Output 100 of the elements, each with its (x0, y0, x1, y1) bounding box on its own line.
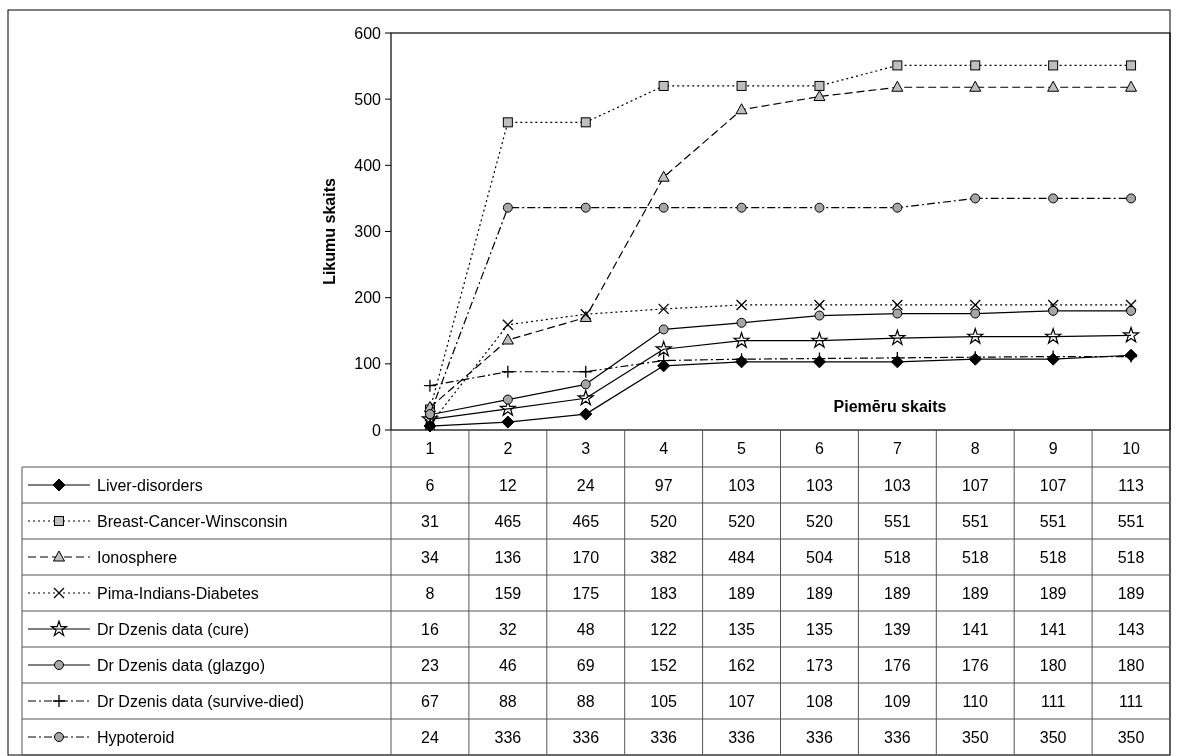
data-label: 24 (421, 728, 439, 746)
data-label: 141 (961, 620, 989, 638)
data-label: 518 (961, 548, 989, 566)
data-label: 103 (728, 476, 755, 494)
x-tick-label: 7 (892, 440, 902, 458)
data-label: 97 (654, 476, 673, 494)
y-tick-label: 100 (354, 355, 382, 373)
data-label: 189 (728, 584, 755, 602)
x-tick-label: 5 (737, 440, 747, 458)
data-label: 108 (806, 692, 833, 710)
data-label: 48 (576, 620, 595, 638)
data-label: 183 (650, 584, 678, 602)
y-tick-label: 500 (354, 90, 382, 108)
y-tick-label: 300 (354, 223, 382, 241)
data-label: 189 (961, 584, 989, 602)
x-tick-label: 6 (815, 440, 824, 458)
y-tick-label: 200 (354, 289, 382, 307)
y-axis-title: Likumu skaits (321, 178, 338, 285)
legend-label: Dr Dzenis data (cure) (97, 620, 250, 638)
y-tick-label: 600 (354, 24, 382, 42)
data-label: 336 (572, 728, 600, 746)
x-tick-label: 8 (970, 440, 980, 458)
x-tick-label: 10 (1122, 440, 1141, 458)
data-label: 336 (806, 728, 833, 746)
data-label: 141 (1039, 620, 1067, 638)
legend-label: Ionosphere (97, 548, 178, 566)
data-label: 139 (884, 620, 911, 638)
data-label: 382 (650, 548, 678, 566)
data-label: 189 (884, 584, 911, 602)
data-label: 518 (884, 548, 911, 566)
data-label: 518 (1039, 548, 1067, 566)
data-label: 180 (1117, 656, 1145, 674)
data-label: 180 (1039, 656, 1067, 674)
data-label: 32 (498, 620, 517, 638)
data-label: 465 (494, 512, 522, 530)
data-label: 135 (728, 620, 755, 638)
x-tick-label: 3 (581, 440, 591, 458)
x-axis-title: Piemēru skaits (833, 398, 947, 415)
x-tick-label: 9 (1048, 440, 1058, 458)
data-label: 176 (884, 656, 911, 674)
data-label: 152 (650, 656, 678, 674)
data-label: 31 (421, 512, 439, 530)
data-label: 189 (1117, 584, 1145, 602)
data-label: 107 (961, 476, 989, 494)
data-label: 111 (1040, 692, 1066, 710)
data-label: 12 (498, 476, 517, 494)
data-label: 551 (961, 512, 989, 530)
legend-label: Pima-Indians-Diabetes (97, 584, 259, 602)
legend-label: Dr Dzenis data (survive-died) (97, 692, 305, 710)
data-label: 113 (1118, 476, 1144, 494)
data-label: 34 (421, 548, 439, 566)
data-label: 173 (806, 656, 833, 674)
data-label: 336 (884, 728, 911, 746)
data-label: 110 (962, 692, 989, 710)
data-label: 67 (421, 692, 439, 710)
y-tick-label: 0 (372, 421, 382, 439)
data-label: 23 (421, 656, 439, 674)
data-label: 484 (728, 548, 755, 566)
data-label: 170 (572, 548, 600, 566)
legend-label: Liver-disorders (97, 476, 203, 494)
data-label: 350 (1117, 728, 1145, 746)
data-label: 518 (1117, 548, 1145, 566)
data-label: 103 (884, 476, 911, 494)
data-label: 350 (1039, 728, 1067, 746)
data-label: 520 (650, 512, 678, 530)
data-label: 189 (1039, 584, 1067, 602)
data-label: 6 (425, 476, 435, 494)
data-label: 162 (728, 656, 755, 674)
data-label: 107 (728, 692, 755, 710)
data-label: 551 (1117, 512, 1145, 530)
data-label: 551 (1039, 512, 1067, 530)
legend-label: Breast-Cancer-Winsconsin (97, 512, 288, 530)
data-label: 175 (572, 584, 600, 602)
data-label: 520 (728, 512, 755, 530)
data-label: 122 (650, 620, 678, 638)
data-label: 8 (425, 584, 435, 602)
data-label: 136 (494, 548, 522, 566)
data-label: 88 (576, 692, 595, 710)
data-label: 109 (884, 692, 911, 710)
data-label: 143 (1117, 620, 1145, 638)
data-label: 107 (1039, 476, 1067, 494)
data-label: 520 (806, 512, 833, 530)
data-label: 336 (494, 728, 522, 746)
data-label: 69 (576, 656, 595, 674)
legend-label: Dr Dzenis data (glazgo) (97, 656, 266, 674)
data-label: 24 (576, 476, 595, 494)
data-label: 176 (961, 656, 989, 674)
data-label: 88 (498, 692, 517, 710)
data-label: 16 (421, 620, 439, 638)
data-label: 336 (650, 728, 678, 746)
data-label: 46 (498, 656, 517, 674)
data-label: 336 (728, 728, 755, 746)
data-label: 189 (806, 584, 833, 602)
data-label: 111 (1118, 692, 1144, 710)
data-label: 105 (650, 692, 678, 710)
legend-label: Hypoteroid (97, 728, 175, 746)
x-tick-label: 1 (425, 440, 435, 458)
data-label: 504 (806, 548, 833, 566)
x-tick-label: 4 (659, 440, 669, 458)
data-label: 350 (961, 728, 989, 746)
